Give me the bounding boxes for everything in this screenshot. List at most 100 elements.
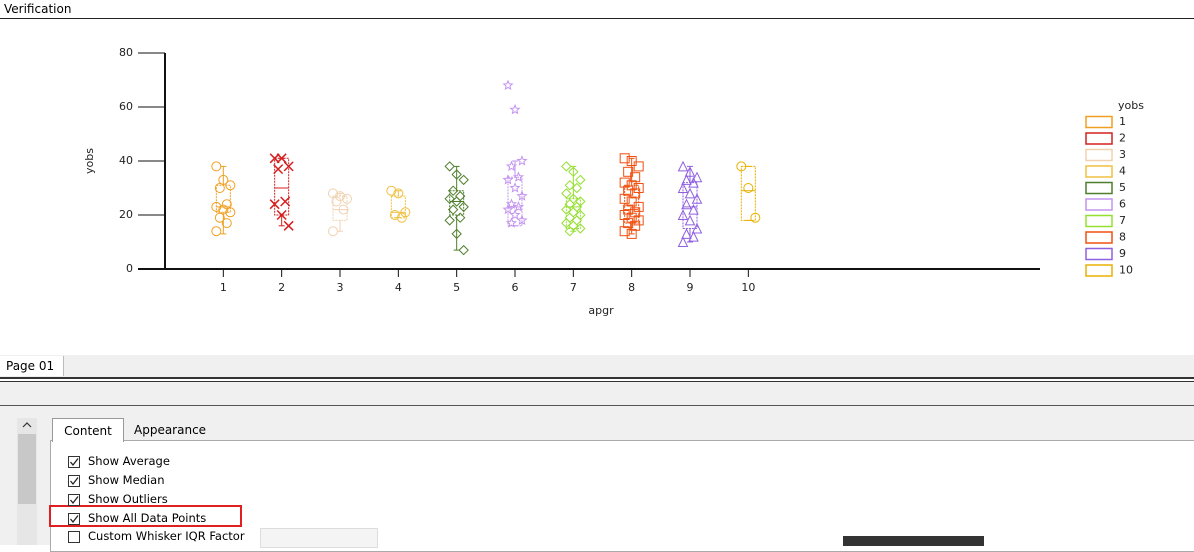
checkbox[interactable] — [68, 475, 80, 487]
data-point — [736, 161, 747, 172]
checkbox[interactable] — [68, 456, 80, 468]
data-point — [677, 182, 689, 193]
data-point — [630, 188, 641, 199]
legend-label: 5 — [1119, 181, 1126, 194]
data-point — [619, 153, 630, 164]
data-point — [328, 226, 338, 237]
data-point — [338, 204, 349, 215]
data-point — [568, 166, 579, 178]
legend-label: 4 — [1119, 165, 1126, 178]
checkbox-option[interactable]: Custom Whisker IQR Factor — [68, 528, 245, 544]
scroll-up-arrow[interactable] — [21, 420, 33, 430]
data-point — [684, 166, 696, 177]
data-point — [283, 161, 294, 172]
tab[interactable]: Content — [52, 418, 124, 442]
checkbox-option[interactable]: Show Median — [68, 472, 165, 488]
data-point — [451, 196, 462, 207]
data-point — [743, 183, 754, 193]
x-axis-label: apgr — [588, 304, 614, 317]
data-point — [505, 217, 518, 228]
data-point — [623, 166, 634, 177]
scroll-thumb[interactable] — [18, 434, 36, 504]
data-point — [444, 161, 455, 172]
option-label: Show Median — [88, 473, 165, 487]
data-point — [623, 218, 634, 229]
data-point — [619, 193, 630, 204]
data-point — [214, 183, 225, 193]
data-point — [561, 217, 572, 229]
separator — [0, 405, 1194, 406]
data-point — [502, 174, 514, 185]
data-point — [623, 185, 634, 196]
data-point — [561, 204, 572, 215]
checkbox-option[interactable]: Show All Data Points — [68, 510, 206, 526]
data-point — [633, 183, 644, 193]
y-tick-label: 80 — [119, 46, 133, 59]
data-point — [626, 180, 637, 191]
y-tick-label: 0 — [126, 262, 133, 275]
data-point — [571, 182, 583, 194]
box — [332, 195, 348, 221]
legend-label: 8 — [1119, 231, 1126, 244]
data-point — [211, 161, 222, 172]
tab[interactable]: Appearance — [134, 423, 207, 437]
data-point — [630, 172, 641, 183]
check-mark — [70, 458, 79, 467]
data-point — [688, 176, 699, 188]
data-point — [688, 230, 699, 242]
check-mark — [70, 477, 79, 486]
data-point — [225, 207, 236, 218]
legend-swatch — [1085, 181, 1113, 195]
option-label: Show Average — [88, 454, 170, 468]
data-point — [633, 215, 644, 226]
data-point — [389, 210, 400, 220]
checkbox[interactable] — [68, 531, 80, 543]
data-point — [451, 169, 462, 180]
data-point — [283, 220, 294, 231]
checkbox[interactable] — [68, 513, 80, 525]
checkbox-option[interactable]: Show Outliers — [68, 491, 168, 507]
checkbox-option[interactable]: Show Average — [68, 453, 170, 469]
legend-label: 1 — [1119, 115, 1126, 128]
legend-swatch — [1085, 148, 1113, 162]
data-point — [444, 193, 455, 205]
x-tick-label: 5 — [453, 281, 460, 294]
data-point — [211, 226, 222, 237]
data-point — [691, 222, 703, 234]
data-point — [509, 209, 521, 220]
data-point — [691, 193, 703, 204]
iqr-factor-input[interactable] — [260, 528, 378, 548]
data-point — [393, 188, 404, 199]
data-point — [575, 223, 586, 234]
x-tick-label: 3 — [337, 281, 344, 294]
data-point — [396, 212, 407, 223]
data-point — [681, 228, 692, 239]
legend-swatch — [1085, 198, 1113, 211]
data-point — [626, 228, 637, 239]
x-tick-label: 4 — [395, 281, 402, 294]
x-tick-label: 10 — [741, 281, 755, 294]
x-tick-label: 2 — [278, 281, 285, 294]
check-mark — [70, 515, 79, 524]
y-tick-label: 20 — [119, 208, 133, 221]
data-point — [269, 199, 280, 210]
data-point — [505, 160, 518, 172]
data-point — [516, 155, 528, 166]
data-point — [681, 174, 692, 185]
data-point — [619, 177, 630, 188]
page-tab[interactable]: Page 01 — [0, 356, 64, 376]
data-point — [502, 203, 514, 215]
tab-content — [50, 440, 1194, 552]
data-point — [561, 161, 572, 172]
data-point — [633, 201, 644, 212]
legend-swatch — [1085, 264, 1113, 277]
x-tick-label: 9 — [687, 281, 694, 294]
data-point — [561, 188, 572, 199]
checkbox[interactable] — [68, 494, 80, 506]
data-point — [273, 164, 284, 175]
data-point — [677, 236, 689, 247]
data-point — [458, 174, 469, 186]
option-label: Show All Data Points — [88, 511, 207, 525]
check-mark — [70, 496, 79, 505]
y-tick-label: 40 — [119, 154, 133, 167]
